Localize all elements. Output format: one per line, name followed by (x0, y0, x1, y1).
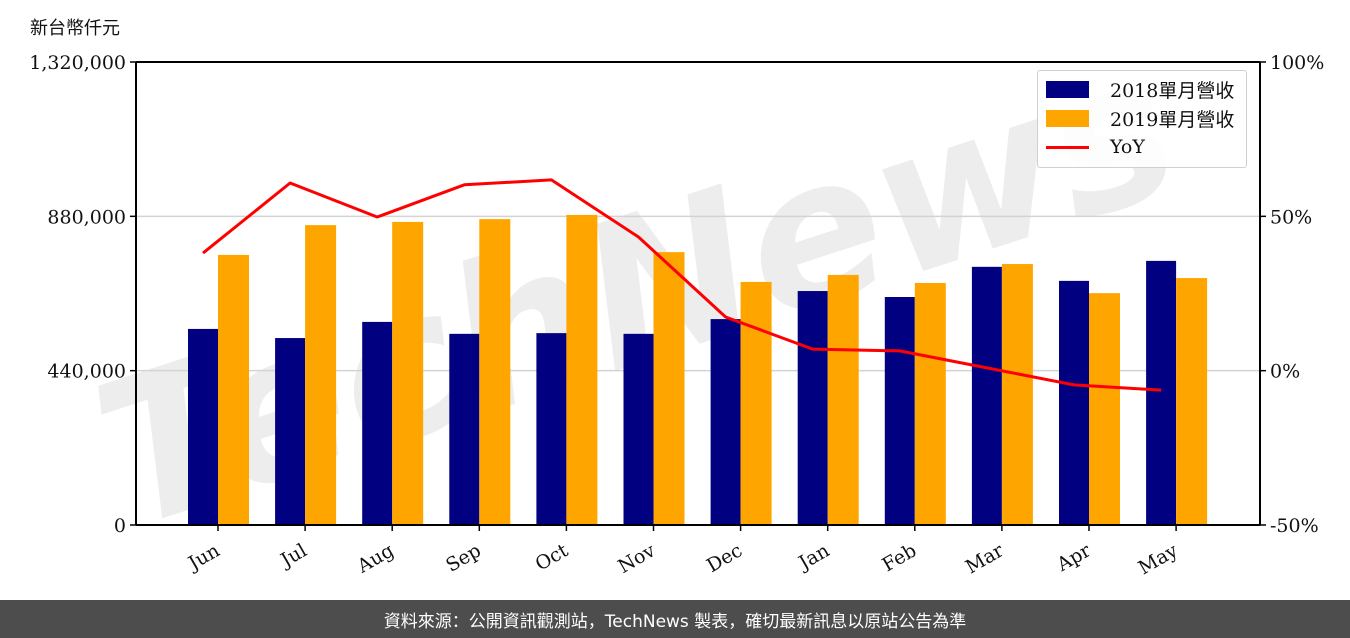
legend-label-2019: 2019單月營收 (1110, 108, 1235, 131)
bar-2019-oct (566, 214, 598, 525)
x-tick-label-aug: Aug (353, 539, 398, 578)
footer-text: 資料來源：公開資訊觀測站，TechNews 製表，確切最新訊息以原站公告為準 (383, 611, 967, 632)
x-tick-label-jan: Jan (793, 539, 833, 575)
legend-swatch-2018 (1046, 80, 1089, 98)
bar-2018-dec (710, 319, 741, 525)
legend: 2018單月營收 2019單月營收 YoY (1037, 70, 1247, 168)
left-tick-label: 1,320,000 (29, 52, 126, 74)
right-tick-label: 100% (1270, 52, 1324, 74)
bar-2018-nov (623, 333, 654, 525)
bar-2018-jun (188, 328, 218, 525)
bar-2018-sep (449, 333, 480, 525)
bar-2018-feb (884, 297, 915, 525)
bar-2018-jan (797, 291, 828, 525)
bar-2018-mar (971, 266, 1002, 525)
axes (135, 61, 1261, 526)
x-tick-label-sep: Sep (442, 539, 485, 576)
right-tick-label: 50% (1270, 206, 1312, 228)
yoy-polyline (202, 178, 1162, 392)
y-axis-unit-label: 新台幣仟元 (30, 18, 120, 39)
bar-2019-jun (218, 254, 249, 525)
legend-item-2019: 2019單月營收 (1046, 106, 1235, 131)
x-tick-label-nov: Nov (614, 539, 659, 578)
bar-2019-nov (653, 252, 685, 526)
left-tick-label: 440,000 (47, 361, 126, 383)
bar-2019-aug (392, 221, 424, 526)
right-tick-label: -50% (1270, 515, 1319, 537)
left-tick-label: 880,000 (47, 206, 126, 228)
x-tick-label-feb: Feb (879, 539, 921, 576)
bar-2019-jul (305, 225, 337, 525)
bar-2019-jan (827, 274, 859, 525)
bar-2019-feb (914, 282, 946, 525)
legend-item-yoy: YoY (1046, 135, 1145, 159)
x-tick-label-may: May (1135, 539, 1182, 579)
right-y-axis-ticks: -50% 0% 50% 100% (1260, 52, 1324, 537)
bar-2019-dec (740, 281, 772, 525)
bar-series (188, 214, 1208, 526)
legend-item-2018: 2018單月營收 (1046, 77, 1235, 102)
bar-2019-sep (479, 219, 511, 525)
bar-2018-may (1146, 260, 1177, 525)
bar-2019-may (1176, 278, 1208, 525)
x-axis-ticks: Jun Jul Aug Sep Oct Nov Dec Jan Feb Mar Apr May (183, 525, 1182, 579)
left-tick-label: 0 (114, 515, 126, 537)
legend-swatch-2019 (1046, 109, 1089, 127)
x-tick-label-jul: Jul (275, 539, 310, 572)
x-tick-label-dec: Dec (703, 539, 746, 577)
bar-2018-aug (362, 321, 393, 525)
bar-2018-jul (275, 338, 306, 525)
bar-2019-apr (1089, 293, 1120, 525)
bar-2019-mar (1001, 264, 1033, 525)
left-y-axis-ticks: 0 440,000 880,000 1,320,000 (29, 52, 136, 537)
legend-label-yoy: YoY (1110, 136, 1145, 158)
x-tick-label-oct: Oct (532, 539, 573, 575)
legend-label-2018: 2018單月營收 (1110, 79, 1235, 102)
legend-line-yoy (1046, 145, 1089, 149)
bar-2018-oct (536, 333, 567, 525)
yoy-line-series (202, 178, 1162, 392)
source-footer: 資料來源：公開資訊觀測站，TechNews 製表，確切最新訊息以原站公告為準 (0, 600, 1350, 638)
x-tick-label-mar: Mar (962, 539, 1008, 578)
right-tick-label: 0% (1270, 361, 1300, 383)
x-tick-label-apr: Apr (1052, 539, 1095, 576)
bar-2018-apr (1059, 280, 1089, 525)
